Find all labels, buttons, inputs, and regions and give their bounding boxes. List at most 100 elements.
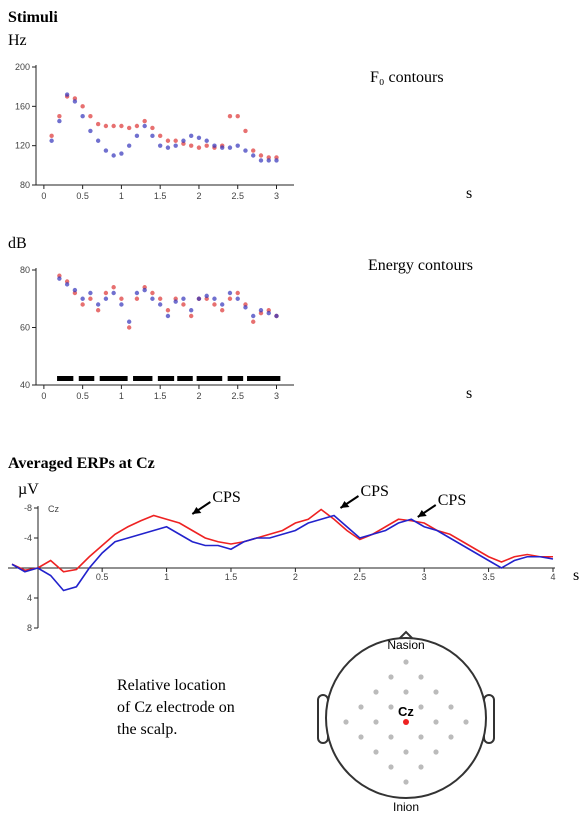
data-point <box>57 276 62 281</box>
data-point <box>134 290 140 296</box>
y-tick-label: 60 <box>20 323 30 333</box>
syllable-bar <box>57 376 74 381</box>
y-tick-label: 80 <box>20 265 30 275</box>
data-point <box>181 302 186 307</box>
data-point <box>126 143 132 148</box>
annotation: CPS <box>360 483 388 500</box>
data-point <box>64 282 70 287</box>
data-point <box>80 296 85 301</box>
cz-electrode <box>403 719 409 725</box>
data-point <box>243 305 248 310</box>
data-point <box>150 125 155 131</box>
data-point <box>204 293 209 299</box>
channel-label: Cz <box>48 504 59 514</box>
data-point <box>235 143 240 148</box>
annotation: CPS <box>438 492 466 509</box>
electrode <box>388 674 394 680</box>
arrow-head <box>192 507 202 514</box>
data-point <box>165 145 171 150</box>
x-tick-label: 0 <box>41 391 46 401</box>
data-point <box>57 113 62 119</box>
data-point <box>157 302 163 307</box>
inion-label: Inion <box>393 800 419 814</box>
data-point <box>103 123 109 129</box>
annotation: Energy contours <box>368 257 473 274</box>
data-point <box>189 133 194 139</box>
data-point <box>111 123 116 129</box>
data-point <box>119 123 124 129</box>
syllable-bar <box>177 376 193 381</box>
data-point <box>235 290 240 296</box>
syllable-bar <box>78 376 95 381</box>
data-point <box>196 145 202 150</box>
data-point <box>266 310 271 316</box>
data-point <box>88 290 93 296</box>
electrode <box>373 689 379 695</box>
x-axis-label: s <box>573 567 579 584</box>
data-point <box>64 92 70 97</box>
arrow-head <box>417 510 427 517</box>
data-point <box>134 133 140 139</box>
x-tick-label: 1 <box>119 191 124 201</box>
data-point <box>134 296 140 301</box>
data-point <box>95 138 101 143</box>
data-point <box>111 285 116 290</box>
x-tick-label: 0 <box>41 191 46 201</box>
erp-line <box>11 514 554 592</box>
electrode <box>388 704 394 710</box>
data-point <box>49 138 54 143</box>
electrode <box>403 659 409 665</box>
data-point <box>251 313 256 319</box>
electrode <box>463 719 469 725</box>
data-point <box>119 302 124 307</box>
electrode <box>448 734 454 740</box>
x-tick-label: 1 <box>164 572 169 582</box>
cz-label: Cz <box>398 704 414 719</box>
electrode <box>418 674 424 680</box>
data-point <box>126 319 132 324</box>
data-point <box>157 143 163 148</box>
x-tick-label: 0.5 <box>76 191 89 201</box>
x-axis-label: s <box>466 185 472 202</box>
data-point <box>72 287 78 293</box>
data-point <box>142 123 147 129</box>
x-tick-label: 1 <box>119 391 124 401</box>
x-tick-label: 3 <box>274 191 279 201</box>
data-point <box>95 121 101 127</box>
data-point <box>150 296 155 301</box>
data-point <box>204 143 209 148</box>
y-axis-label: dB <box>8 235 27 252</box>
data-point <box>80 302 85 307</box>
x-tick-label: 2 <box>196 191 201 201</box>
electrode <box>388 764 394 770</box>
data-point <box>251 148 256 153</box>
data-point <box>196 296 202 301</box>
data-point <box>274 313 279 319</box>
note-line: of Cz electrode on <box>117 699 235 716</box>
y-tick-label: 4 <box>27 593 32 603</box>
data-point <box>212 302 217 307</box>
x-tick-label: 3 <box>274 391 279 401</box>
data-point <box>165 308 171 313</box>
data-point <box>126 125 132 131</box>
y-axis-label: Hz <box>8 32 27 49</box>
data-point <box>157 296 163 301</box>
note-line: Relative location <box>117 677 226 694</box>
y-tick-label: -8 <box>24 503 32 513</box>
annotation: F₀ contours <box>370 69 444 86</box>
electrode <box>403 749 409 755</box>
electrode <box>433 719 439 725</box>
data-point <box>88 113 93 119</box>
data-point <box>258 153 264 158</box>
y-tick-label: -4 <box>24 533 32 543</box>
data-point <box>165 313 171 319</box>
chart: Averaged ERPs at Cz µV s Cz 0.5 1 1.5 2 2.5 3 3.5 4… <box>8 455 579 633</box>
data-point <box>49 133 54 139</box>
data-point <box>119 296 124 301</box>
x-tick-label: 2.5 <box>231 191 244 201</box>
data-point <box>103 148 109 153</box>
syllable-bar <box>227 376 244 381</box>
x-tick-label: 3.5 <box>482 572 495 582</box>
electrode <box>433 749 439 755</box>
data-point <box>258 308 264 313</box>
